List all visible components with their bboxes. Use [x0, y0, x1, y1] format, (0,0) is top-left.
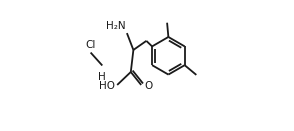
Text: O: O: [144, 81, 153, 91]
Text: Cl: Cl: [86, 40, 96, 50]
Text: H₂N: H₂N: [106, 21, 126, 31]
Text: HO: HO: [99, 81, 115, 91]
Text: H: H: [98, 72, 106, 82]
